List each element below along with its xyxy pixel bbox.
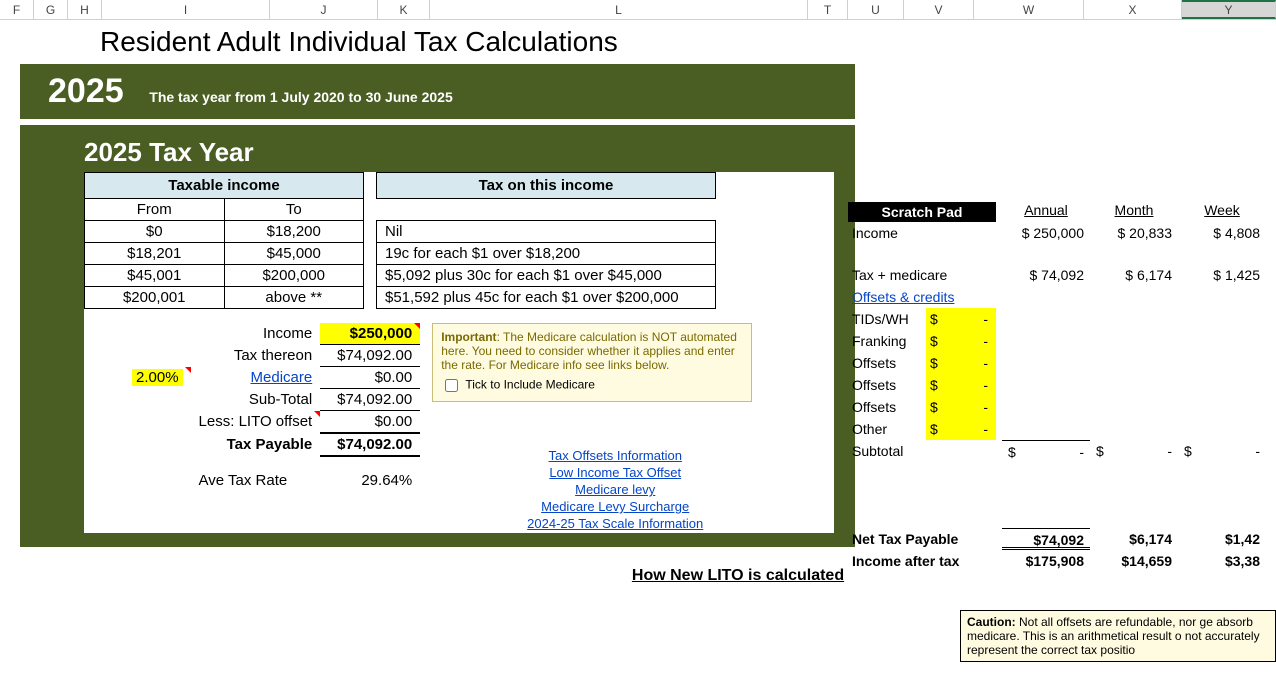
offset-label: Offsets [848,374,926,396]
offset-label: Offsets [848,352,926,374]
medicare-value: $0.00 [320,367,420,389]
sp-taxmed-a: $ 74,092 [1002,264,1090,286]
offset-label: TIDs/WH [848,308,926,330]
offset-label: Franking [848,330,926,352]
info-link[interactable]: Medicare levy [575,482,655,497]
tax-year-title: 2025 Tax Year [84,137,831,168]
income-after-m: $14,659 [1090,550,1178,572]
col-header-U[interactable]: U [848,0,904,19]
offsets-credits-link[interactable]: Offsets & credits [852,289,954,305]
net-tax-label: Net Tax Payable [848,528,996,550]
col-header-K[interactable]: K [378,0,430,19]
col-month[interactable]: Month [1090,202,1178,222]
page-title: Resident Adult Individual Tax Calculatio… [100,26,1276,58]
lito-value: $0.00 [320,411,420,434]
medicare-note: Important: The Medicare calculation is N… [432,323,752,402]
subtotal-value: $74,092.00 [320,389,420,411]
column-headers[interactable]: FGHIJKLTUVWXY [0,0,1276,20]
sp-income-label: Income [848,222,996,244]
medicare-pct-cell[interactable]: 2.00% [124,367,191,389]
sp-taxmed-label: Tax + medicare [848,264,996,286]
income-after-w: $3,38 [1178,550,1266,572]
caution-note: Caution: Not all offsets are refundable,… [960,610,1276,662]
tax-payable-label: Tax Payable [191,433,321,456]
info-links: Tax Offsets Information Low Income Tax Of… [460,448,770,531]
scratch-title: Scratch Pad [848,202,996,222]
info-link[interactable]: Tax Offsets Information [549,448,682,463]
year-big: 2025 [48,72,124,110]
calc-table: Income $250,000 Tax thereon $74,092.00 2… [124,323,420,491]
include-medicare-checkbox[interactable] [445,379,458,392]
col-header-X[interactable]: X [1084,0,1182,19]
income-label: Income [191,323,321,345]
col-header-H[interactable]: H [68,0,102,19]
income-after-label: Income after tax [848,550,996,572]
col-header-J[interactable]: J [270,0,378,19]
offset-input[interactable]: $- [926,396,996,418]
col-header-F[interactable]: F [0,0,34,19]
sp-subtotal-label: Subtotal [848,440,996,462]
subtotal-label: Sub-Total [191,389,321,411]
tax-thereon-label: Tax thereon [191,345,321,367]
sp-income-a: $ 250,000 [1002,222,1090,244]
income-cell[interactable]: $250,000 [320,323,420,345]
tax-thereon-value: $74,092.00 [320,345,420,367]
tax-panel: 2025 Tax Year Taxable incomeFromTo$0$18,… [20,125,855,547]
col-header-V[interactable]: V [904,0,974,19]
sp-income-m: $ 20,833 [1090,222,1178,244]
info-link[interactable]: 2024-25 Tax Scale Information [527,516,703,531]
offset-label: Offsets [848,396,926,418]
tax-payable-value: $74,092.00 [320,433,420,456]
brackets-table: Taxable incomeFromTo$0$18,200$18,201$45,… [84,172,364,309]
scratch-pad: Scratch Pad Annual Month Week Income $ 2… [848,202,1276,572]
info-link[interactable]: Medicare Levy Surcharge [541,499,689,514]
offset-input[interactable]: $- [926,374,996,396]
offset-input[interactable]: $- [926,308,996,330]
col-header-I[interactable]: I [102,0,270,19]
medicare-link[interactable]: Medicare [251,369,313,386]
col-header-G[interactable]: G [34,0,68,19]
offset-input[interactable]: $- [926,352,996,374]
year-subtitle: The tax year from 1 July 2020 to 30 June… [149,89,453,105]
sp-income-w: $ 4,808 [1178,222,1266,244]
offset-label: Other [848,418,926,440]
col-header-Y[interactable]: Y [1182,0,1276,19]
col-header-T[interactable]: T [808,0,848,19]
sp-taxmed-m: $ 6,174 [1090,264,1178,286]
avg-rate-label: Ave Tax Rate [191,470,321,491]
sp-taxmed-w: $ 1,425 [1178,264,1266,286]
net-tax-m: $6,174 [1090,528,1178,550]
offset-input[interactable]: $- [926,418,996,440]
year-banner: 2025 The tax year from 1 July 2020 to 30… [20,64,855,119]
income-after-a: $175,908 [1002,550,1090,572]
col-annual[interactable]: Annual [1002,202,1090,222]
avg-rate-value: 29.64% [320,470,420,491]
col-header-W[interactable]: W [974,0,1084,19]
white-panel: Taxable incomeFromTo$0$18,200$18,201$45,… [84,172,834,533]
col-header-L[interactable]: L [430,0,808,19]
info-link[interactable]: Low Income Tax Offset [549,465,681,480]
offset-input[interactable]: $- [926,330,996,352]
net-tax-a: $74,092 [1002,528,1090,550]
net-tax-w: $1,42 [1178,528,1266,550]
col-week[interactable]: Week [1178,202,1266,222]
lito-label: Less: LITO offset [191,411,321,434]
include-medicare-label: Tick to Include Medicare [465,378,595,392]
tax-desc-table: Tax on this incomeNil19c for each $1 ove… [376,172,716,309]
